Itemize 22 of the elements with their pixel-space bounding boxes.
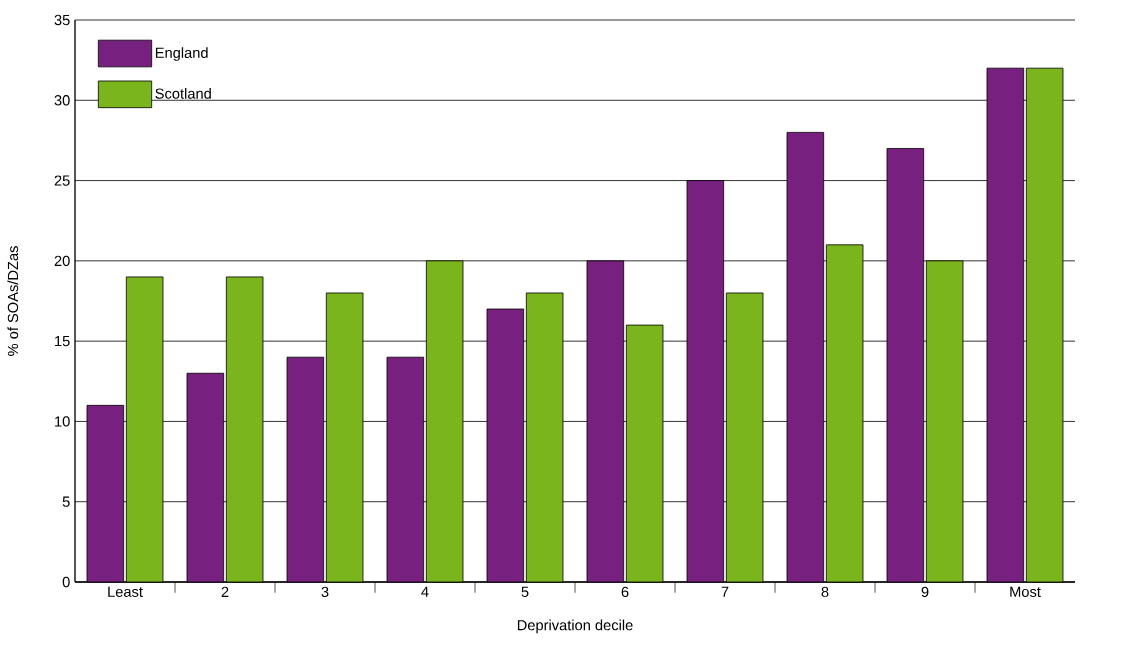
- legend-label: England: [155, 47, 208, 61]
- legend-label: Scotland: [155, 88, 211, 99]
- x-tick-label: 6: [621, 586, 629, 598]
- x-tick-label: 7: [721, 586, 729, 597]
- x-tick-label: 5: [521, 586, 529, 597]
- y-tick-label: 30: [54, 95, 70, 106]
- x-tick-label: 2: [221, 586, 229, 597]
- y-tick-label: 25: [54, 175, 70, 186]
- x-tick-label: 9: [921, 586, 929, 598]
- y-axis-title: % of SOAs/DZas: [7, 246, 19, 356]
- x-tick-label: Most: [1010, 586, 1041, 597]
- y-tick-label: 10: [55, 416, 70, 427]
- x-tick-label: 8: [821, 586, 829, 598]
- x-axis-title: Deprivation decile: [517, 619, 633, 634]
- y-tick-label: 0: [62, 576, 70, 588]
- y-tick-label: 35: [54, 14, 70, 26]
- y-tick-label: 5: [62, 496, 70, 507]
- x-tick-label: 3: [321, 586, 329, 598]
- y-tick-label: 20: [54, 255, 70, 267]
- y-tick-label: 15: [55, 336, 70, 347]
- x-tick-label: Least: [108, 586, 143, 597]
- x-tick-label: 4: [421, 586, 429, 597]
